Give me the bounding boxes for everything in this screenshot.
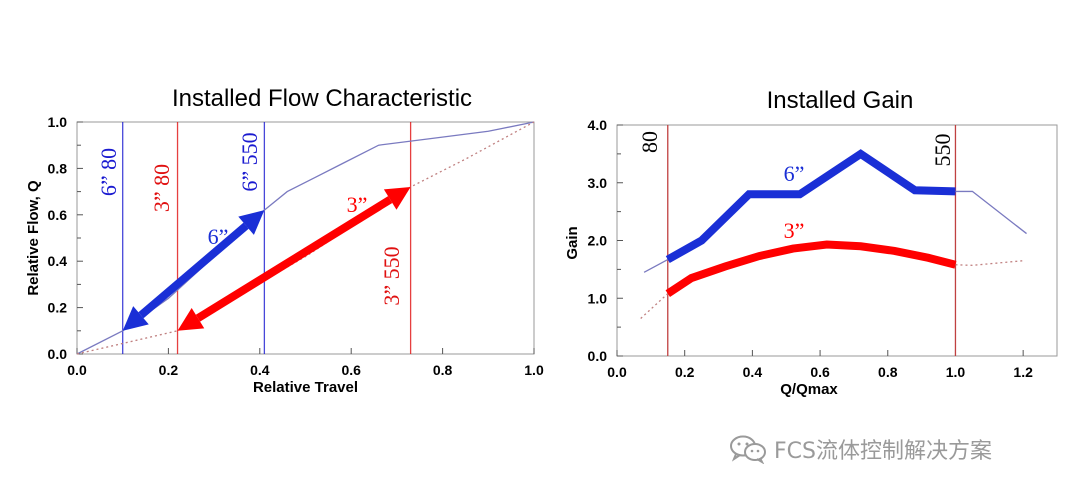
c1-y-tick-label: 0.8 [48, 160, 68, 176]
c2-series-line-3in [665, 240, 957, 297]
wechat-icon [730, 435, 766, 464]
c2-series-line-6in [665, 149, 956, 264]
c2-x-tick-label: 1.0 [946, 364, 966, 380]
c1-x-axis-label: Relative Travel [253, 379, 358, 396]
c1-vline-label-3: 3” 550 [379, 246, 404, 305]
c1-x-tick-label: 0.2 [159, 362, 179, 378]
flow-characteristic-chart: Installed Flow Characteristic 0.0 0.2 0.4 0.… [25, 85, 544, 396]
c2-x-tick-label: 0.0 [607, 364, 627, 380]
c2-y-tick-label: 1.0 [588, 290, 608, 306]
c2-plot-frame [616, 124, 1058, 357]
c1-y-tick-label: 0.6 [48, 207, 68, 223]
c2-vline-label-0: 80 [637, 131, 662, 153]
c1-title: Installed Flow Characteristic [172, 85, 472, 112]
c1-arrow-head-start-1 [177, 307, 205, 331]
c2-vline-label-1: 550 [930, 134, 955, 167]
c1-y-tick-label: 0.4 [48, 253, 68, 269]
c1-y-axis-label: Relative Flow, Q [25, 180, 42, 296]
c1-y-tick-label: 1.0 [48, 114, 68, 130]
c2-series-label-1: 3” [784, 218, 805, 243]
c2-extension-line-0 [643, 258, 669, 273]
c1-arrow-head-end-1 [383, 186, 411, 210]
c1-x-tick-label: 0.4 [250, 362, 270, 378]
c1-y-tick-label: 0.2 [48, 300, 68, 316]
c1-x-tick-label: 0.6 [341, 362, 361, 378]
c1-series-line-6in [76, 121, 535, 355]
installed-gain-chart: Installed Gain 0.0 1.0 2.0 3.0 4.0 0.0 0.2 0.4 0.… [564, 87, 1058, 398]
c1-series-line-3in [76, 121, 535, 355]
c1-vline-label-1: 3” 80 [149, 164, 174, 212]
c2-extension-line-3 [955, 260, 1024, 266]
c1-x-tick-label: 0.0 [67, 362, 87, 378]
c1-y-tick-label: 0.0 [48, 346, 68, 362]
c2-x-tick-label: 0.4 [743, 364, 763, 380]
c2-y-tick-label: 0.0 [588, 348, 608, 364]
c2-y-tick-label: 4.0 [588, 117, 608, 133]
c2-y-tick-label: 3.0 [588, 175, 608, 191]
c1-x-tick-label: 0.8 [433, 362, 453, 378]
c1-arrow-label-0: 6” [208, 224, 229, 249]
c2-title: Installed Gain [767, 87, 914, 114]
c1-vline-label-0: 6” 80 [96, 148, 121, 196]
c2-x-tick-label: 0.2 [675, 364, 695, 380]
c2-x-axis-label: Q/Qmax [780, 381, 838, 398]
c1-arrow-label-1: 3” [347, 192, 368, 217]
c2-extension-line-1 [955, 190, 1027, 235]
c1-plot-frame [76, 121, 535, 355]
c1-vline-label-2: 6” 550 [237, 132, 262, 191]
c2-y-tick-label: 2.0 [588, 233, 608, 249]
watermark: FCS流体控制解决方案 [728, 432, 992, 466]
c2-x-tick-label: 1.2 [1013, 364, 1033, 380]
c2-y-axis-label: Gain [564, 226, 581, 259]
watermark-text: FCS流体控制解决方案 [774, 439, 992, 464]
c2-x-tick-label: 0.6 [810, 364, 830, 380]
c1-arrow-head-end-0 [238, 210, 265, 235]
c1-arrow-head-start-0 [122, 306, 149, 331]
c1-operating-range-arrow-1 [195, 196, 393, 322]
c2-series-label-0: 6” [784, 161, 805, 186]
c1-x-tick-label: 1.0 [524, 362, 544, 378]
c2-x-tick-label: 0.8 [878, 364, 898, 380]
c1-operating-range-arrow-0 [138, 222, 249, 319]
c2-extension-line-2 [640, 293, 669, 319]
